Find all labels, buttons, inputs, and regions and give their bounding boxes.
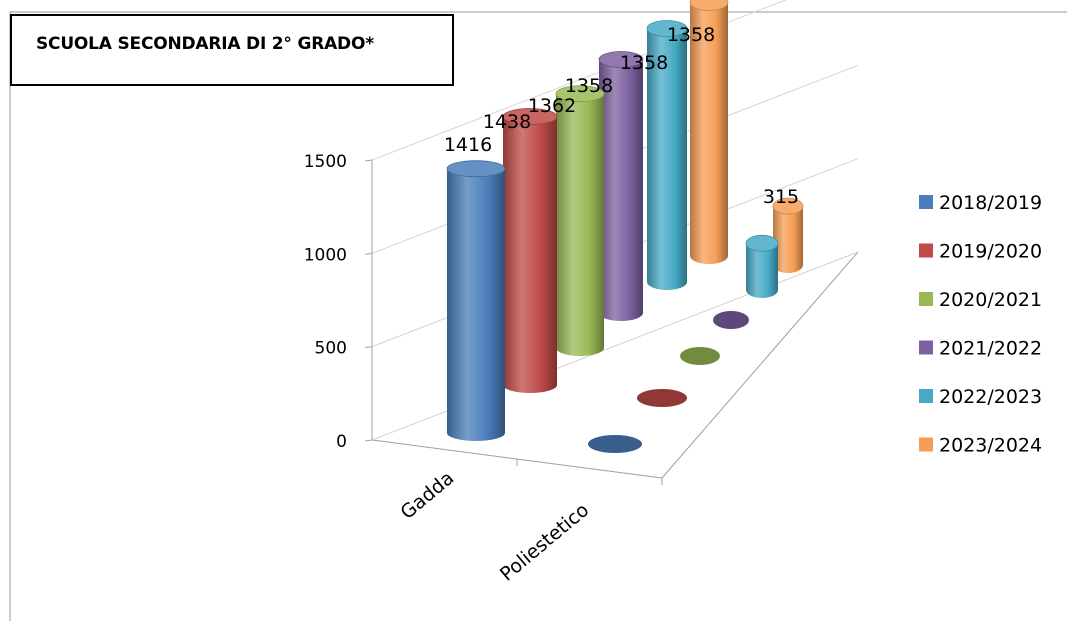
y-tick-label: 0 (336, 432, 347, 452)
bar-zero-disc (680, 347, 720, 365)
floor-right-edge (661, 251, 859, 479)
legend-label: 2022/2023 (939, 386, 1042, 408)
bar-top (689, 0, 729, 11)
bar-top (446, 160, 506, 178)
bar-gadda-2018-2019 (446, 160, 506, 441)
bar-gadda-2019-2020 (502, 108, 558, 393)
bar-top (598, 51, 644, 68)
x-tick-label: Gadda (396, 467, 458, 524)
bar-body (773, 206, 803, 273)
bar-gadda-2023-2024 (689, 0, 729, 265)
bar-body (746, 243, 778, 298)
data-label: 315 (763, 186, 799, 208)
bar-poliestetico-2020-2021 (680, 347, 720, 365)
legend-swatch (919, 195, 933, 209)
bar-top (502, 108, 558, 125)
bar-top (555, 85, 605, 103)
bar-zero-disc (713, 311, 749, 329)
legend-label: 2020/2021 (939, 289, 1042, 311)
chart-title-box: SCUOLA SECONDARIA DI 2° GRADO* (10, 14, 454, 86)
chart-title: SCUOLA SECONDARIA DI 2° GRADO* (36, 34, 374, 54)
y-tick-label: 1500 (304, 152, 347, 172)
y-tick-mark (364, 439, 373, 442)
y-tick-mark (364, 252, 373, 255)
data-label: 1358 (667, 24, 715, 46)
bar-top (745, 234, 779, 252)
bar-zero-disc (588, 435, 642, 453)
bar-body (556, 93, 604, 356)
bar-top (646, 20, 688, 37)
bar-body (599, 59, 643, 322)
bar-body (690, 2, 728, 265)
data-label: 1438 (483, 111, 531, 133)
bar-poliestetico-2018-2019 (588, 435, 642, 453)
bar-gadda-2020-2021 (555, 85, 605, 356)
legend-label: 2023/2024 (939, 435, 1042, 457)
legend-label: 2021/2022 (939, 338, 1042, 360)
bar-gadda-2022-2023 (646, 20, 688, 291)
bar-poliestetico-2023-2024 (772, 197, 804, 273)
legend-label: 2018/2019 (939, 192, 1042, 214)
x-tick-label: Poliestetico (496, 499, 593, 586)
bar-top (772, 197, 804, 215)
legend-swatch (919, 243, 933, 258)
legend-swatch (919, 340, 933, 355)
y-tick-mark (364, 159, 373, 162)
y-tick-mark (364, 346, 373, 349)
bar-body (503, 116, 557, 393)
bar-poliestetico-2022-2023 (745, 234, 779, 298)
bar-zero-disc (637, 389, 687, 407)
data-label: 1358 (620, 52, 668, 74)
y-tick-label: 500 (315, 339, 347, 359)
bar-gadda-2021-2022 (598, 51, 644, 322)
legend-swatch (919, 437, 933, 452)
legend-label: 2019/2020 (939, 241, 1042, 263)
bar-body (647, 28, 687, 291)
y-tick-label: 1000 (304, 245, 347, 265)
bar-body (447, 168, 505, 441)
data-label: 1358 (565, 75, 613, 97)
data-label: 1362 (528, 95, 576, 117)
bar-poliestetico-2021-2022 (713, 311, 749, 329)
legend-swatch (919, 292, 933, 306)
bar-poliestetico-2019-2020 (637, 389, 687, 407)
data-label: 1416 (444, 134, 492, 156)
legend-swatch (919, 389, 933, 403)
